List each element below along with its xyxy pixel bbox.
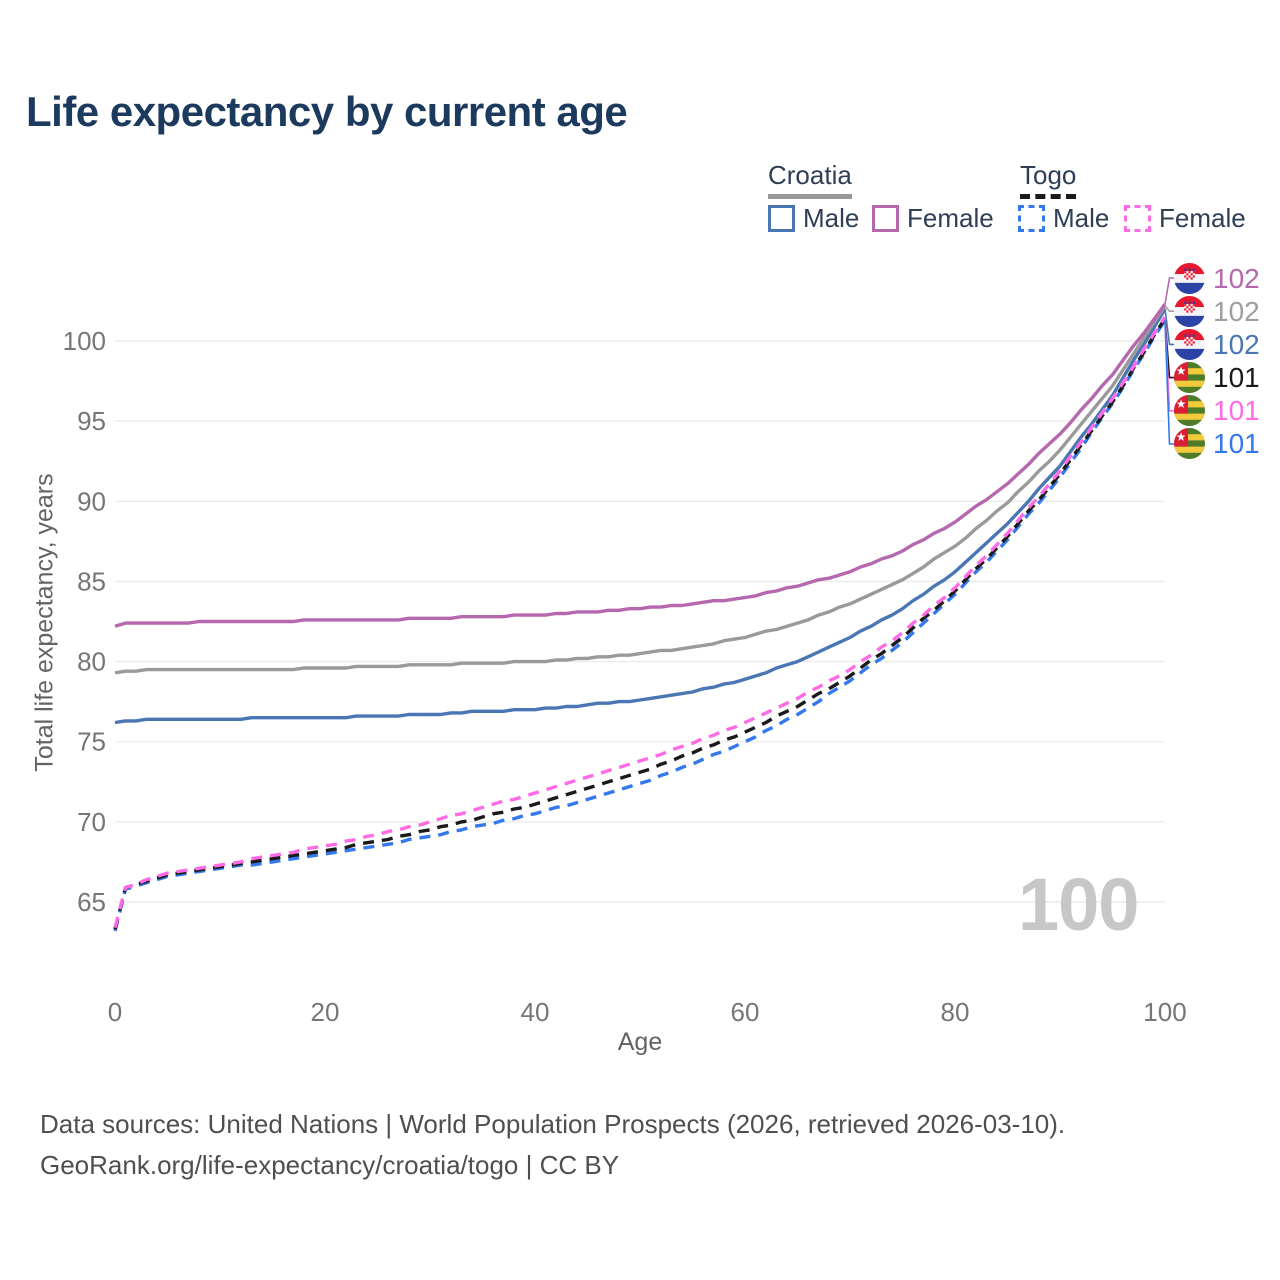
attribution-line: GeoRank.org/life-expectancy/croatia/togo… [40, 1150, 620, 1180]
series-end-label-croatia-female: 102 [1174, 262, 1260, 295]
legend-item-togo-male[interactable]: Male [1018, 203, 1109, 234]
series-line-togo_total[interactable] [113, 317, 1167, 930]
x-axis-title: Age [617, 1028, 663, 1056]
croatia-flag-icon [1174, 296, 1205, 327]
leader-line [1164, 320, 1174, 445]
leader-line [1164, 277, 1174, 305]
footer: Data sources: United Nations | World Pop… [40, 1104, 1065, 1186]
end-value: 101 [1213, 361, 1260, 393]
y-tick-label: 100 [63, 326, 106, 356]
leader-line [1164, 308, 1174, 346]
legend-item-label: Male [1053, 203, 1110, 233]
end-value: 102 [1213, 262, 1260, 294]
y-tick-label: 65 [77, 887, 106, 917]
series-end-label-togo-male: 101 [1174, 427, 1260, 460]
legend-croatia-label: Croatia [768, 160, 852, 190]
togo-male-swatch-icon [1018, 205, 1045, 232]
y-tick-label: 85 [77, 566, 106, 596]
series-line-croatia_total[interactable] [114, 304, 1167, 675]
croatia-female-swatch-icon [872, 205, 899, 232]
legend-group-togo: Togo [1020, 160, 1077, 199]
series-end-label-croatia-male: 102 [1174, 328, 1260, 361]
y-tick-label: 70 [77, 807, 106, 837]
legend-item-croatia-female[interactable]: Female [872, 203, 994, 234]
legend-item-label: Male [803, 203, 860, 233]
legend-group-croatia: Croatia [768, 160, 852, 199]
y-tick-label: 80 [77, 647, 106, 677]
legend-item-togo-female[interactable]: Female [1124, 203, 1246, 234]
leader-line [1164, 305, 1174, 313]
togo-female-swatch-icon [1124, 205, 1151, 232]
legend-item-label: Female [907, 203, 994, 233]
end-value: 102 [1213, 295, 1260, 327]
watermark-max-age: 100 [1018, 863, 1139, 946]
x-tick-label: 0 [108, 997, 122, 1027]
y-tick-label: 95 [77, 406, 106, 436]
x-tick-label: 100 [1143, 997, 1186, 1027]
croatia-solid-line-swatch [768, 194, 852, 199]
series-line-togo_female[interactable] [113, 316, 1167, 929]
x-tick-label: 80 [941, 997, 970, 1027]
series-line-croatia_male[interactable] [114, 308, 1167, 725]
legend-item-label: Female [1159, 203, 1246, 233]
togo-flag-icon [1174, 362, 1205, 393]
y-tick-label: 75 [77, 727, 106, 757]
togo-flag-icon [1174, 428, 1205, 459]
series-line-togo_male[interactable] [113, 319, 1167, 932]
croatia-flag-icon [1174, 329, 1205, 360]
end-value: 101 [1213, 394, 1260, 426]
line-chart-plot[interactable]: 65 70 75 80 85 90 95 100 0 20 40 60 80 100 [0, 0, 1280, 1080]
croatia-flag-icon [1174, 263, 1205, 294]
x-tick-label: 40 [521, 997, 550, 1027]
togo-dashed-line-swatch [1020, 194, 1077, 199]
end-value: 101 [1213, 427, 1260, 459]
legend-togo-label: Togo [1020, 160, 1077, 190]
page-title: Life expectancy by current age [26, 88, 628, 135]
end-value: 102 [1213, 328, 1260, 360]
series-end-label-croatia-total: 102 [1174, 295, 1260, 328]
croatia-male-swatch-icon [768, 205, 795, 232]
series-line-croatia_female[interactable] [114, 303, 1167, 628]
legend-item-croatia-male[interactable]: Male [768, 203, 859, 234]
x-tick-label: 20 [311, 997, 340, 1027]
data-sources-line: Data sources: United Nations | World Pop… [40, 1109, 1066, 1139]
x-tick-label: 60 [731, 997, 760, 1027]
y-axis-title: Total life expectancy, years [30, 473, 59, 772]
togo-flag-icon [1174, 395, 1205, 426]
series-end-label-togo-total: 101 [1174, 361, 1260, 394]
series-end-label-togo-female: 101 [1174, 394, 1260, 427]
y-tick-label: 90 [77, 486, 106, 516]
